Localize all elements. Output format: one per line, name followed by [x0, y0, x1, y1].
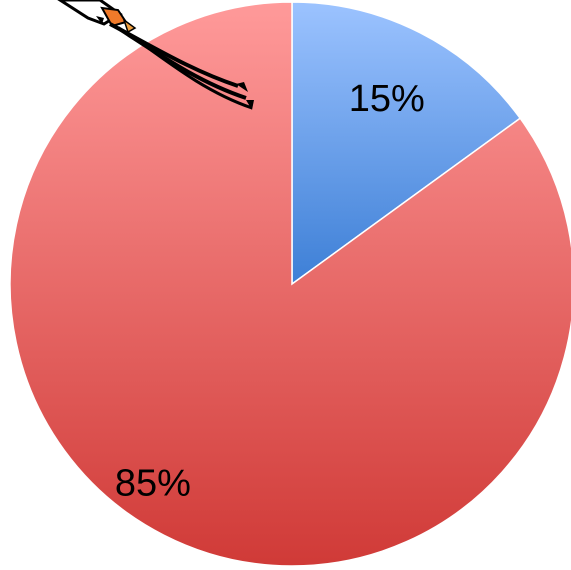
pie-slice-15 — [291, 1, 522, 286]
slice-label-85: 85% — [115, 463, 191, 505]
skier-clipart-icon — [57, 0, 254, 110]
slice-label-15: 15% — [349, 78, 425, 120]
pie-slice-85 — [9, 1, 571, 567]
